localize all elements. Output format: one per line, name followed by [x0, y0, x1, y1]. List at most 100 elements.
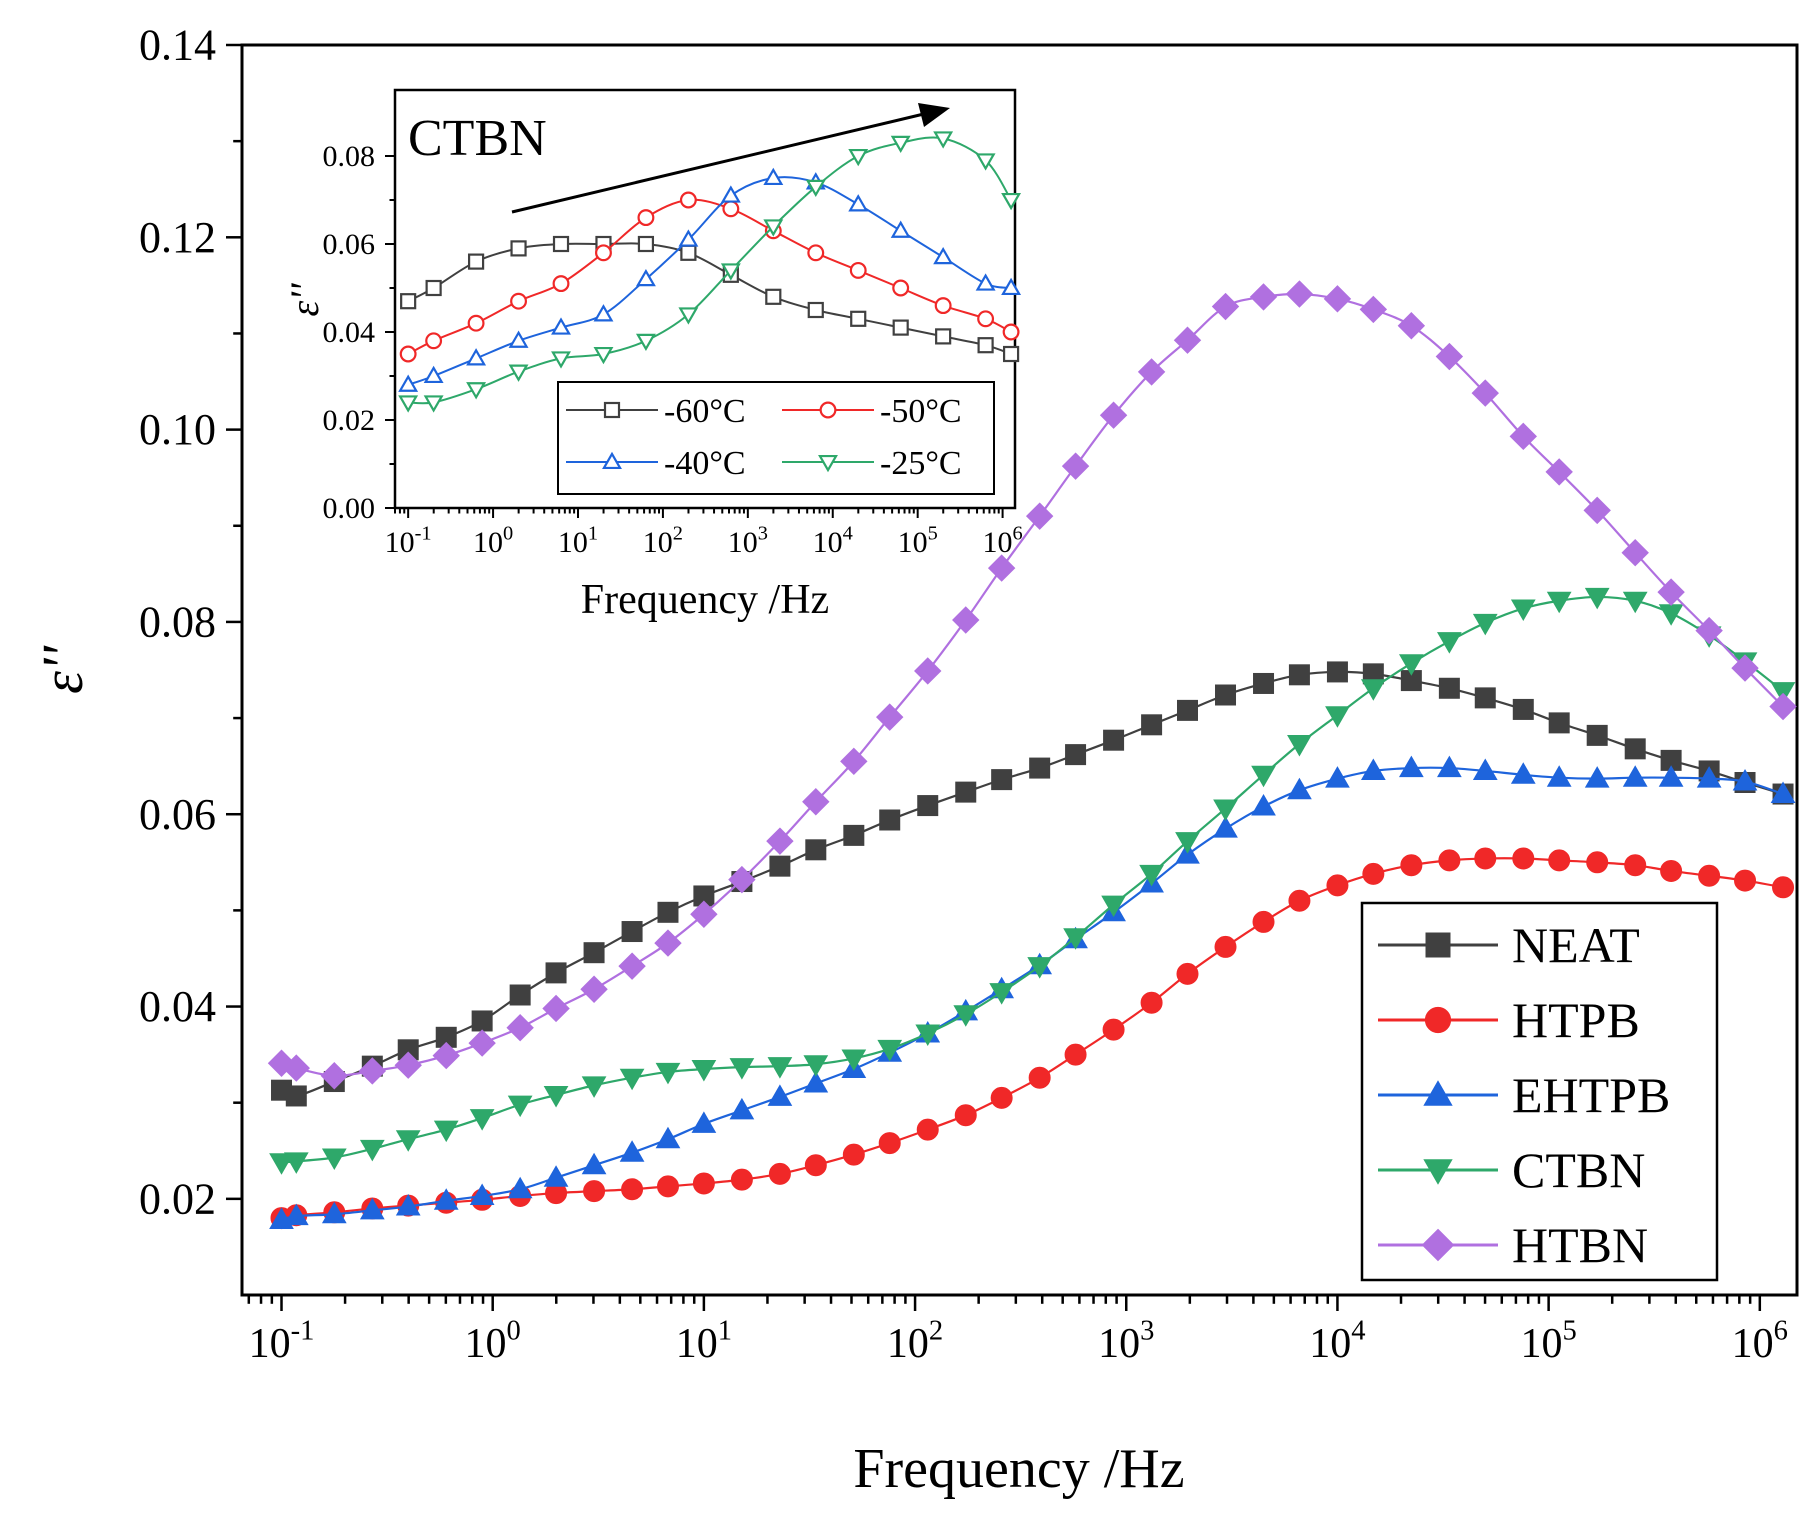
- series-EHTPB: [269, 755, 1796, 1229]
- data-point: [720, 185, 741, 203]
- data-point: [1400, 854, 1423, 877]
- data-point: [1437, 632, 1462, 654]
- data-point: [876, 703, 904, 731]
- data-point: [619, 1140, 645, 1162]
- data-point: [850, 310, 867, 327]
- data-point: [1360, 679, 1386, 701]
- data-point: [803, 1070, 829, 1093]
- data-point: [1512, 698, 1534, 720]
- data-point: [655, 1126, 681, 1149]
- data-point: [399, 345, 417, 363]
- data-point: [679, 191, 697, 209]
- data-point: [654, 929, 682, 957]
- data-point: [359, 1197, 385, 1220]
- data-point: [269, 1153, 294, 1175]
- data-point: [1624, 854, 1647, 877]
- data-point: [551, 317, 571, 335]
- data-point: [1252, 910, 1275, 933]
- data-point: [1362, 862, 1385, 885]
- data-point: [469, 1183, 495, 1205]
- data-point: [803, 1055, 829, 1077]
- data-point: [543, 1165, 569, 1187]
- inset-plot: 0.00 0.02 0.04 0.06 0.08 10-1 100 101 102 103 104 1…: [282, 88, 1023, 623]
- legend-label: -25°C: [880, 445, 962, 482]
- data-point: [1287, 777, 1312, 800]
- y-tick-label: 0.04: [323, 316, 376, 349]
- data-point: [975, 273, 996, 291]
- data-point: [917, 795, 939, 817]
- data-point: [358, 1057, 387, 1085]
- data-point: [729, 1058, 755, 1080]
- data-point: [767, 1084, 793, 1106]
- main-plot: 0.02 0.04 0.06 0.08 0.10 0.12 0.14 10-1 100 101 10…: [30, 21, 1799, 1500]
- data-point: [469, 1109, 495, 1131]
- data-point: [1141, 714, 1163, 736]
- data-point: [423, 395, 444, 413]
- data-point: [840, 747, 868, 776]
- data-point: [1698, 864, 1721, 887]
- data-point: [804, 1154, 827, 1177]
- series-HTBN: [267, 280, 1797, 1090]
- data-point: [916, 1118, 939, 1141]
- data-point: [1360, 758, 1386, 780]
- x-tick-label: 102: [643, 522, 683, 559]
- data-point: [507, 1176, 533, 1199]
- data-point: [1061, 452, 1090, 480]
- data-point: [1438, 677, 1460, 699]
- data-point: [1696, 766, 1722, 788]
- data-point: [879, 809, 901, 831]
- inset-series-group: [398, 131, 1022, 413]
- data-point: [1658, 765, 1684, 787]
- data-point: [767, 1057, 793, 1079]
- data-point: [1001, 277, 1022, 296]
- data-point: [1139, 864, 1164, 887]
- inset-axis-ticks: 0.00 0.02 0.04 0.06 0.08 10-1 100 101 102 103 104 1…: [323, 140, 1023, 559]
- data-point: [975, 153, 996, 171]
- data-point: [1545, 458, 1573, 486]
- inset-title: CTBN: [408, 110, 547, 167]
- data-point: [1510, 599, 1536, 621]
- inset-legend-item: -40°C: [566, 445, 746, 482]
- x-tick-label: 103: [1098, 1315, 1154, 1367]
- data-point: [720, 263, 741, 281]
- data-point: [953, 1005, 979, 1027]
- data-point: [892, 319, 909, 336]
- data-point: [1326, 661, 1348, 683]
- legend-label: HTBN: [1512, 1217, 1648, 1273]
- legend-label: -40°C: [664, 445, 746, 482]
- legend-item-NEAT: NEAT: [1378, 917, 1640, 973]
- x-tick-label: 104: [813, 522, 853, 559]
- data-point: [1101, 895, 1126, 918]
- data-point: [282, 1054, 311, 1082]
- data-point: [1251, 794, 1276, 816]
- data-point: [621, 1178, 644, 1201]
- y-tick-label: 0.08: [139, 597, 216, 646]
- x-tick-label: 106: [982, 522, 1022, 559]
- data-point: [583, 942, 605, 964]
- x-tick-label: 10-1: [385, 522, 432, 559]
- x-tick-label: 10-1: [249, 1315, 315, 1367]
- data-point: [1288, 664, 1310, 686]
- data-point: [1548, 712, 1570, 734]
- data-point: [552, 235, 570, 253]
- data-point: [635, 268, 656, 287]
- data-point: [1323, 285, 1352, 313]
- data-point: [1584, 587, 1610, 610]
- legend-marker: [819, 401, 837, 419]
- data-point: [678, 307, 699, 325]
- data-point: [320, 1062, 349, 1090]
- data-point: [768, 1162, 791, 1185]
- data-point: [583, 1180, 606, 1203]
- data-point: [1622, 591, 1648, 614]
- data-point: [1285, 280, 1314, 308]
- x-tick-label: 100: [473, 522, 513, 559]
- data-point: [1028, 1066, 1051, 1089]
- inset-trend-arrow: [511, 103, 950, 214]
- inset-legend-item: -60°C: [566, 393, 746, 430]
- data-point: [914, 657, 942, 685]
- data-point: [1472, 613, 1498, 636]
- data-point: [763, 167, 784, 186]
- data-point: [637, 235, 655, 253]
- data-point: [621, 921, 643, 943]
